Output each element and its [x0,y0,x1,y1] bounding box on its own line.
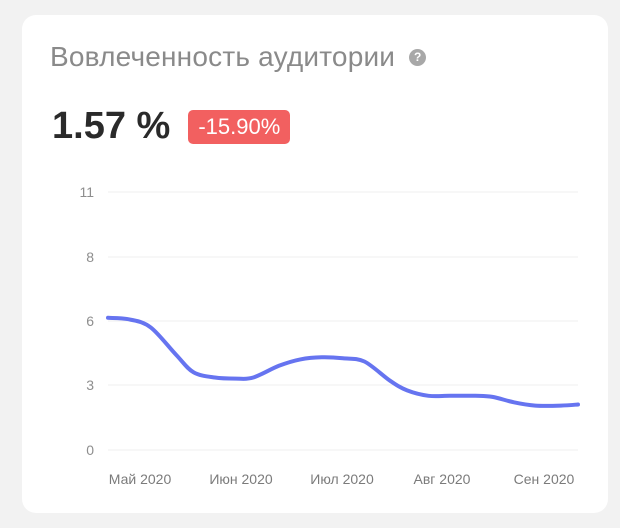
change-badge: -15.90% [188,109,291,144]
y-tick-label: 3 [86,377,94,393]
x-tick-label: Авг 2020 [414,471,471,487]
y-tick-label: 11 [79,184,94,200]
engagement-card: Вовлеченность аудитории ? 1.57 % -15.90% [22,15,608,513]
question-circle-icon[interactable]: ? [409,48,427,66]
y-axis-ticks: 11 8 6 3 0 [79,184,94,458]
y-tick-label: 6 [86,313,94,329]
x-tick-label: Июл 2020 [310,471,374,487]
x-tick-label: Июн 2020 [209,471,273,487]
card-title: Вовлеченность аудитории [50,41,396,72]
series-line [106,315,580,408]
x-axis-ticks: Май 2020 Июн 2020 Июл 2020 Авг 2020 Сен 2020 [109,471,575,487]
metric-value: 1.57 % [52,105,171,147]
card-header: Вовлеченность аудитории ? [50,41,427,73]
y-tick-label: 0 [86,442,94,458]
chart-grid [108,191,578,451]
x-tick-label: Май 2020 [109,471,172,487]
metric-row: 1.57 % -15.90% [52,105,291,148]
x-tick-label: Сен 2020 [514,471,575,487]
chart-series [106,315,580,408]
y-tick-label: 8 [86,249,94,265]
